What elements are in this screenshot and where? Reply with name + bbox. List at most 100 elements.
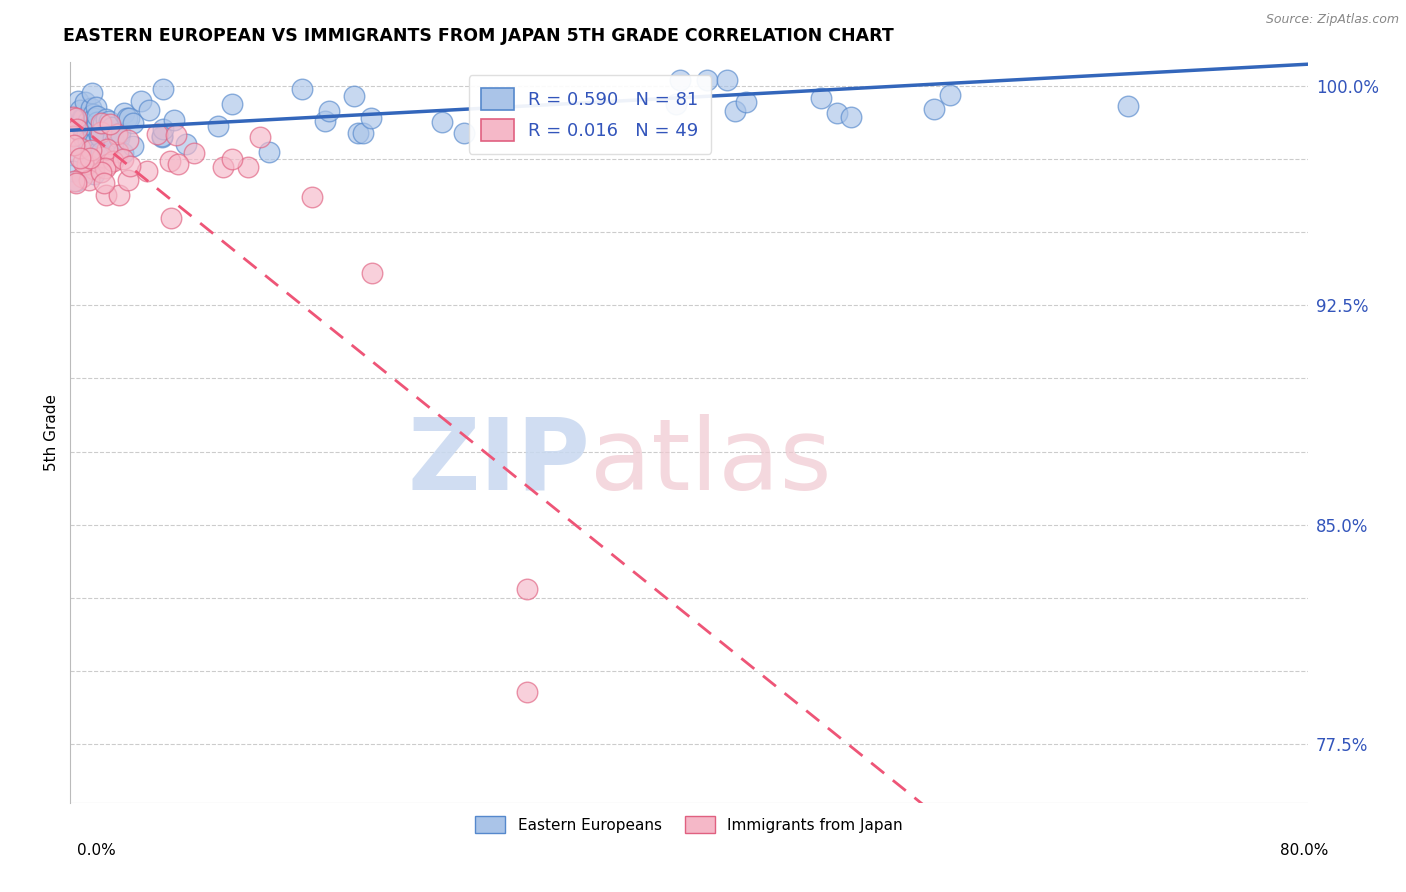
Point [93, 161, 115, 175]
Point [87, 128, 110, 143]
Point [96, 142, 118, 156]
Point [183, 145, 205, 160]
Point [249, 129, 271, 144]
Point [90, 165, 112, 179]
Point [91, 116, 114, 130]
Point [117, 133, 139, 147]
Point [716, 73, 738, 87]
Point [314, 114, 336, 128]
Text: atlas: atlas [591, 414, 831, 511]
Point [922, 102, 945, 116]
Point [62, 148, 84, 162]
Point [827, 106, 849, 120]
Point [238, 161, 260, 175]
Point [63, 137, 86, 152]
Point [163, 113, 186, 128]
Point [89, 130, 111, 145]
Point [83, 167, 105, 181]
Point [101, 130, 124, 145]
Point [72, 112, 94, 126]
Point [70, 169, 93, 184]
Point [77, 136, 100, 151]
Point [80, 132, 103, 146]
Point [97, 157, 120, 171]
Point [69, 103, 91, 117]
Point [152, 121, 174, 136]
Point [83, 162, 105, 177]
Point [77, 133, 100, 147]
Legend: Eastern Europeans, Immigrants from Japan: Eastern Europeans, Immigrants from Japan [468, 810, 910, 839]
Point [211, 160, 233, 174]
Point [69, 151, 91, 165]
Point [83, 143, 105, 157]
Point [77, 119, 100, 133]
Text: Source: ZipAtlas.com: Source: ZipAtlas.com [1265, 13, 1399, 27]
Point [111, 152, 134, 166]
Point [108, 130, 131, 145]
Point [167, 157, 190, 171]
Point [65, 111, 87, 125]
Point [810, 91, 832, 105]
Point [90, 125, 112, 139]
Point [90, 115, 112, 129]
Point [94, 188, 117, 202]
Point [159, 154, 181, 169]
Point [62, 129, 84, 144]
Point [117, 173, 139, 187]
Point [86, 114, 108, 128]
Point [87, 144, 110, 158]
Point [62, 164, 84, 178]
Point [73, 95, 96, 110]
Point [72, 129, 94, 144]
Point [735, 95, 758, 109]
Point [62, 112, 84, 126]
Point [86, 100, 108, 114]
Point [696, 73, 718, 87]
Point [207, 120, 229, 134]
Point [347, 126, 370, 140]
Point [291, 82, 314, 96]
Point [150, 129, 173, 144]
Point [94, 112, 117, 127]
Point [352, 126, 374, 140]
Point [80, 101, 103, 115]
Point [160, 211, 183, 225]
Point [118, 111, 141, 125]
Point [343, 89, 366, 103]
Point [138, 103, 160, 117]
Point [152, 82, 174, 96]
Point [150, 130, 173, 145]
Point [318, 103, 340, 118]
Point [83, 120, 105, 135]
Point [118, 159, 141, 173]
Point [62, 110, 84, 124]
Point [62, 111, 84, 125]
Point [257, 145, 280, 160]
Point [115, 112, 138, 126]
Point [360, 111, 382, 125]
Point [90, 145, 112, 159]
Point [664, 97, 686, 112]
Point [136, 164, 159, 178]
Point [108, 126, 131, 140]
Point [66, 94, 89, 108]
Point [146, 128, 169, 142]
Point [62, 174, 84, 188]
Point [77, 172, 100, 186]
Point [93, 176, 115, 190]
Point [76, 157, 98, 171]
Point [108, 188, 131, 202]
Text: 80.0%: 80.0% [1281, 843, 1329, 858]
Text: 0.0%: 0.0% [77, 843, 117, 858]
Text: ZIP: ZIP [408, 414, 591, 511]
Point [111, 146, 134, 161]
Point [83, 112, 105, 126]
Point [839, 110, 862, 124]
Point [112, 106, 135, 120]
Point [432, 115, 454, 129]
Point [221, 152, 243, 166]
Point [516, 684, 538, 698]
Point [82, 107, 104, 121]
Point [67, 116, 90, 130]
Text: EASTERN EUROPEAN VS IMMIGRANTS FROM JAPAN 5TH GRADE CORRELATION CHART: EASTERN EUROPEAN VS IMMIGRANTS FROM JAPA… [63, 27, 894, 45]
